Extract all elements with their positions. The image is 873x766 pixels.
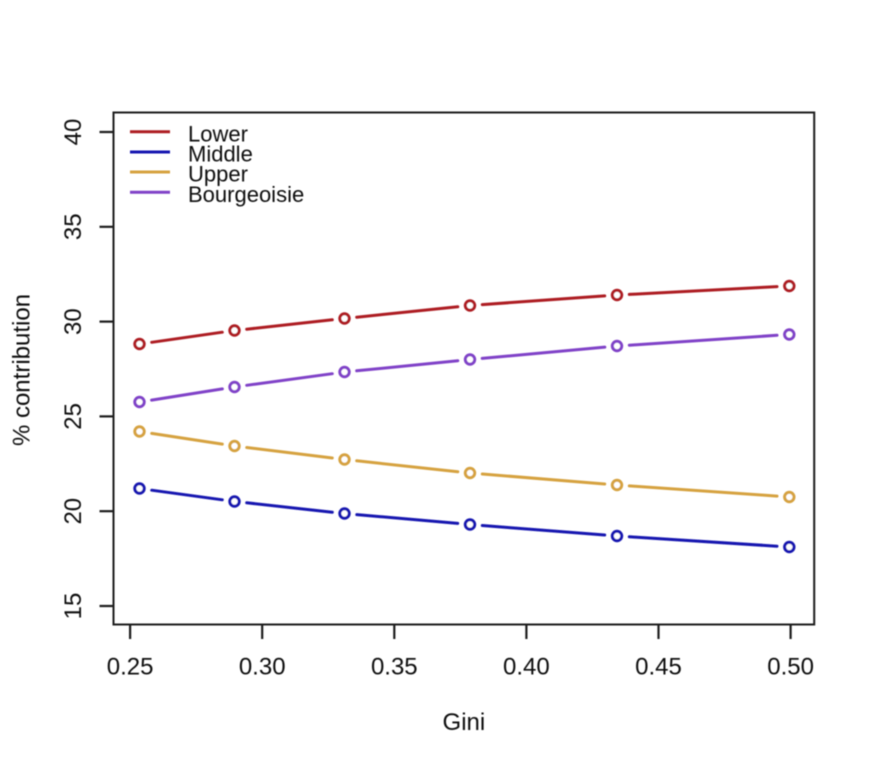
svg-text:40: 40 <box>60 119 87 146</box>
svg-text:0.50: 0.50 <box>767 654 814 681</box>
svg-text:25: 25 <box>60 403 87 430</box>
svg-text:Gini: Gini <box>443 709 486 736</box>
svg-text:0.35: 0.35 <box>371 654 418 681</box>
svg-text:Lower: Lower <box>188 121 248 146</box>
svg-text:Upper: Upper <box>188 162 248 187</box>
svg-text:30: 30 <box>60 308 87 335</box>
svg-text:0.30: 0.30 <box>239 654 286 681</box>
svg-text:35: 35 <box>60 213 87 240</box>
svg-text:Middle: Middle <box>188 142 253 167</box>
svg-text:15: 15 <box>60 593 87 620</box>
svg-text:Bourgeoisie: Bourgeoisie <box>188 182 304 207</box>
svg-text:0.45: 0.45 <box>635 654 682 681</box>
svg-text:0.40: 0.40 <box>503 654 550 681</box>
svg-text:20: 20 <box>60 498 87 525</box>
svg-text:0.25: 0.25 <box>107 654 154 681</box>
svg-text:% contribution: % contribution <box>9 294 36 446</box>
